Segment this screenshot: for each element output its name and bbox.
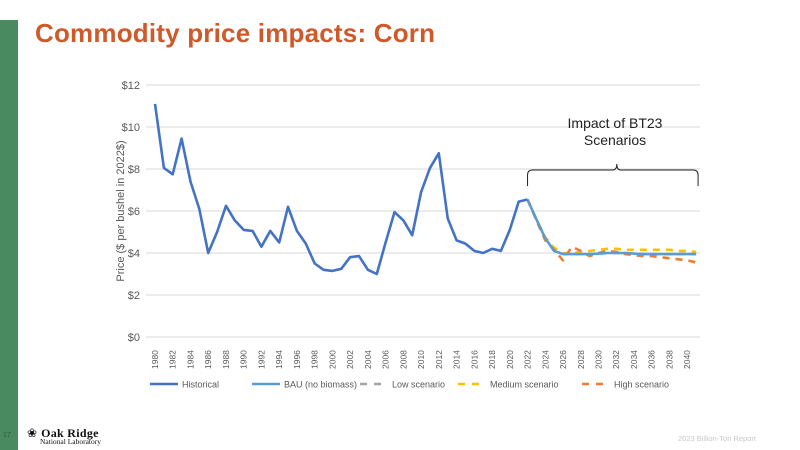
x-tick-label: 2004 — [363, 350, 373, 369]
x-tick-label: 2038 — [664, 350, 674, 369]
x-tick-label: 2024 — [540, 350, 550, 369]
x-tick-label: 2026 — [558, 350, 568, 369]
legend-label: Medium scenario — [490, 380, 559, 390]
x-tick-label: 2002 — [345, 350, 355, 369]
y-tick-label: $10 — [122, 122, 140, 134]
x-tick-label: 1996 — [292, 350, 302, 369]
page-number: 17 — [3, 432, 11, 439]
y-tick-label: $12 — [122, 80, 140, 92]
y-tick-label: $0 — [128, 332, 140, 344]
x-tick-label: 2012 — [434, 350, 444, 369]
annotation-line-1: Impact of BT23 — [567, 115, 663, 131]
x-tick-label: 1994 — [274, 350, 284, 369]
series-line-medium-scenario — [526, 198, 697, 255]
x-tick-label: 2008 — [398, 350, 408, 369]
x-tick-label: 1992 — [256, 350, 266, 369]
x-tick-label: 2014 — [452, 350, 462, 369]
series-line-historical — [153, 103, 528, 276]
logo-subtitle: National Laboratory — [40, 437, 102, 446]
x-tick-label: 1980 — [150, 350, 160, 369]
x-tick-label: 2028 — [576, 350, 586, 369]
y-tick-label: $2 — [128, 290, 140, 302]
series-line-high-scenario — [526, 198, 697, 264]
x-tick-label: 1984 — [185, 350, 195, 369]
x-tick-label: 1986 — [203, 350, 213, 369]
legend-label: Low scenario — [392, 380, 445, 390]
logo-name: Oak Ridge — [41, 426, 99, 440]
x-tick-label: 2032 — [611, 350, 621, 369]
x-tick-label: 2036 — [647, 350, 657, 369]
x-tick-label: 2030 — [594, 350, 604, 369]
x-tick-label: 2018 — [487, 350, 497, 369]
x-tick-label: 1990 — [239, 350, 249, 369]
x-tick-label: 2016 — [469, 350, 479, 369]
sidebar-accent — [0, 20, 18, 450]
bracket-path — [527, 163, 699, 186]
legend-label: High scenario — [614, 380, 669, 390]
footer-text: 2023 Billion-Ton Report — [678, 434, 756, 443]
x-tick-label: 2020 — [505, 350, 515, 369]
series-line-bau-no-biomass — [526, 198, 697, 256]
y-tick-label: $6 — [128, 206, 140, 218]
oak-leaf-icon: ❀ — [27, 426, 38, 440]
x-tick-label: 2034 — [629, 350, 639, 369]
y-axis-label: Price ($ per bushel in 2022$) — [115, 140, 127, 281]
annotation-bracket — [527, 163, 699, 186]
x-tick-label: 2040 — [682, 350, 692, 369]
x-tick-label: 1988 — [221, 350, 231, 369]
x-tick-label: 2010 — [416, 350, 426, 369]
legend-label: Historical — [182, 380, 219, 390]
x-tick-label: 2000 — [327, 350, 337, 369]
slide-title: Commodity price impacts: Corn — [35, 18, 436, 48]
y-tick-label: $4 — [128, 248, 140, 260]
x-tick-label: 1982 — [168, 350, 178, 369]
x-tick-label: 1998 — [310, 350, 320, 369]
y-tick-label: $8 — [128, 164, 140, 176]
legend-label: BAU (no biomass) — [284, 380, 357, 390]
annotation-text: Impact of BT23 Scenarios — [540, 115, 690, 149]
x-tick-label: 2022 — [523, 350, 533, 369]
x-tick-label: 2006 — [381, 350, 391, 369]
oak-ridge-logo: ❀ Oak Ridge National Laboratory — [27, 424, 101, 446]
annotation-line-2: Scenarios — [583, 132, 647, 148]
